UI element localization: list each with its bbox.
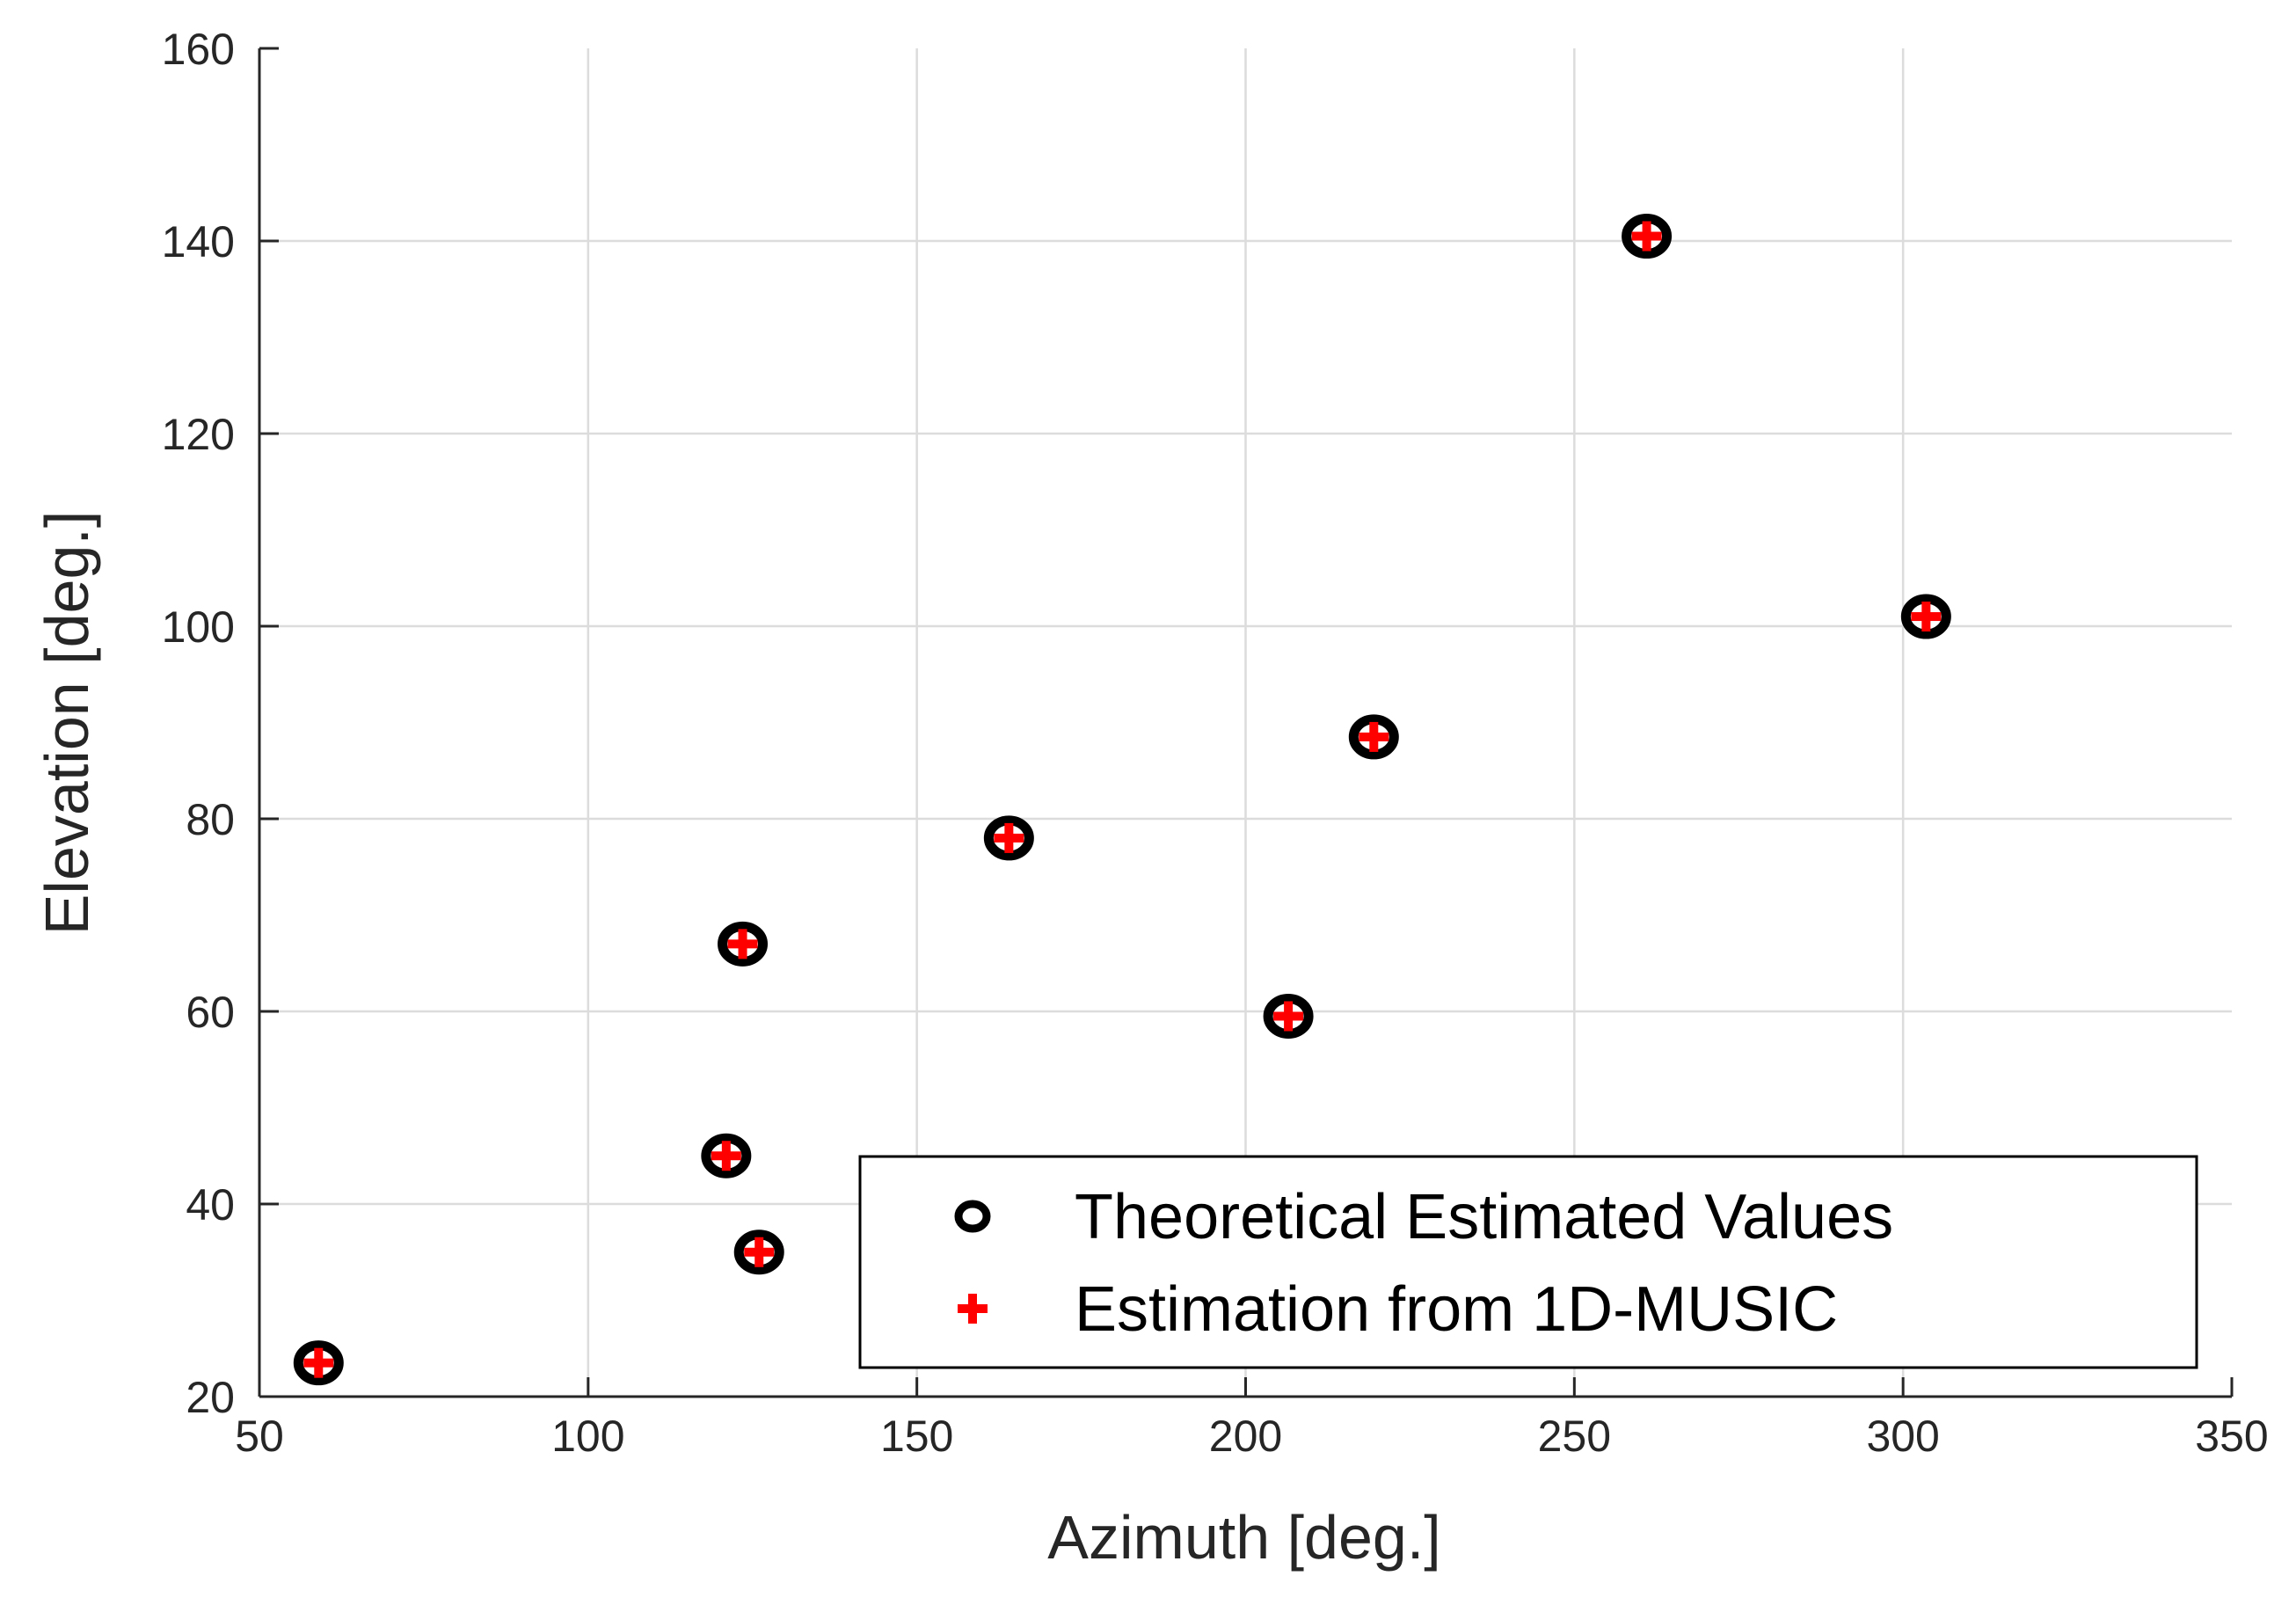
data-points — [293, 214, 1951, 1386]
music-estimate-point — [727, 929, 758, 960]
music-estimate-point — [994, 822, 1024, 853]
axes — [258, 47, 2234, 1398]
y-tick-label: 140 — [162, 217, 235, 266]
legend-label: Theoretical Estimated Values — [1075, 1182, 1893, 1252]
y-tick-label: 20 — [186, 1373, 235, 1422]
music-estimate-point — [1911, 602, 1942, 632]
legend-circle-icon — [954, 1200, 991, 1233]
y-tick-label: 100 — [162, 602, 235, 652]
music-estimate-point — [744, 1237, 775, 1267]
x-tick-label: 350 — [2195, 1412, 2268, 1461]
grid — [259, 48, 2232, 1397]
music-estimate-point — [1359, 721, 1389, 752]
x-tick-label: 150 — [880, 1412, 953, 1461]
legend-plus-icon — [958, 1294, 988, 1324]
x-axis-label: Azimuth [deg.] — [1047, 1503, 1440, 1572]
x-tick-label: 100 — [551, 1412, 624, 1461]
y-tick-label: 160 — [162, 25, 235, 74]
x-tick-label: 300 — [1866, 1412, 1939, 1461]
legend-label: Estimation from 1D-MUSIC — [1075, 1274, 1838, 1345]
legend-box — [858, 1155, 2198, 1369]
music-estimate-point — [303, 1347, 334, 1378]
music-estimate-point — [1631, 221, 1662, 252]
music-estimate-point — [1273, 1001, 1304, 1032]
x-tick-label: 200 — [1209, 1412, 1282, 1461]
tick-labels: 50 100 150 200 250 300 350 20 40 60 80 100 120 140 160 — [162, 25, 2269, 1461]
y-axis-label: Elevation [deg.] — [33, 511, 101, 936]
y-tick-label: 60 — [186, 988, 235, 1037]
x-tick-label: 250 — [1538, 1412, 1611, 1461]
y-tick-label: 120 — [162, 410, 235, 459]
y-tick-label: 80 — [186, 795, 235, 844]
y-tick-label: 40 — [186, 1180, 235, 1230]
legend: Theoretical Estimated Values Estimation f… — [858, 1155, 2198, 1369]
x-tick-label: 50 — [235, 1412, 284, 1461]
music-estimate-point — [711, 1141, 741, 1171]
